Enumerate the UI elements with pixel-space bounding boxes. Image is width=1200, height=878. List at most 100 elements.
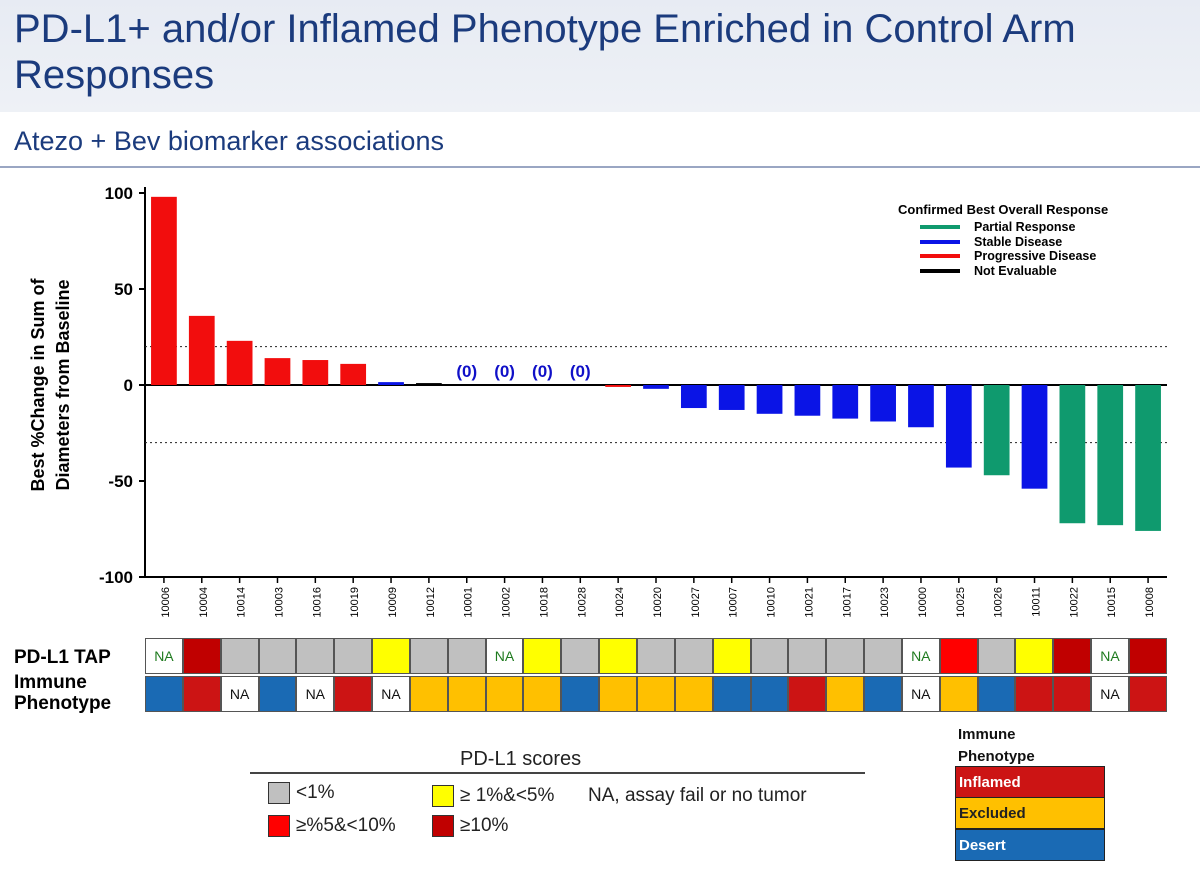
bar-10000	[908, 385, 934, 428]
immune-cell	[788, 676, 827, 712]
subtitle-divider	[0, 166, 1200, 168]
immune-cell	[712, 676, 751, 712]
immune-cell	[409, 676, 448, 712]
x-tick-label: 10028	[576, 587, 588, 618]
x-tick-label: 10024	[614, 587, 626, 618]
y-tick-label: 0	[124, 376, 133, 395]
immune-cell: NA	[220, 676, 259, 712]
legend-label: Progressive Disease	[974, 249, 1097, 263]
pdl1-cell	[826, 638, 865, 674]
x-tick-label: 10019	[349, 587, 361, 618]
x-tick-label: 10010	[766, 587, 778, 618]
slide-title: PD-L1+ and/or Inflamed Phenotype Enriche…	[14, 7, 1076, 97]
header-band: PD-L1+ and/or Inflamed Phenotype Enriche…	[0, 0, 1200, 112]
legend-swatch	[920, 268, 960, 273]
x-tick-label: 10002	[501, 587, 513, 618]
pdl1-legend-5to10: ≥%5&<10%	[268, 815, 396, 837]
immune-legend-inflamed: Inflamed	[955, 766, 1105, 798]
bar-10007	[718, 385, 745, 410]
bar-10027	[680, 385, 707, 409]
immune-cell	[864, 676, 902, 712]
legend-box	[268, 815, 290, 837]
bar-10023	[870, 385, 896, 422]
bar-10006	[151, 196, 177, 385]
pdl1-legend-rule	[250, 772, 865, 774]
pdl1-cell	[523, 638, 562, 674]
pdl1-cell	[220, 638, 259, 674]
bar-10020	[643, 385, 669, 389]
legend-label: Stable Disease	[974, 234, 1063, 249]
waterfall-chart: 100 50 0 -50 -100 Best %Change in Sum of Diame…	[28, 184, 1167, 618]
pdl1-legend-lt1: <1%	[268, 782, 335, 804]
pdl1-cell	[372, 638, 410, 674]
zero-label: (0)	[532, 362, 553, 381]
pdl1-cell: NA	[1091, 638, 1129, 674]
legend-text: ≥10%	[460, 815, 509, 836]
x-tick-label: 10014	[236, 587, 248, 618]
x-tick-label: 10025	[955, 587, 967, 618]
legend-text: ≥%5&<10%	[296, 815, 396, 836]
pdl1-cell: NA	[485, 638, 524, 674]
x-tick-label: 10009	[387, 587, 399, 618]
immune-row-label-1: Immune	[14, 672, 87, 693]
zero-label: (0)	[570, 362, 591, 381]
pdl1-cell	[977, 638, 1016, 674]
pdl1-cell	[1053, 638, 1092, 674]
bar-10011	[1021, 385, 1048, 489]
x-tick-label: 10021	[803, 587, 815, 618]
pdl1-cell	[864, 638, 902, 674]
pdl1-cell	[1128, 638, 1167, 674]
y-axis-label: Diameters from Baseline	[53, 279, 73, 490]
pdl1-cell	[599, 638, 637, 674]
x-tick-label: 10016	[311, 587, 323, 618]
pdl1-row-label: PD-L1 TAP	[14, 647, 111, 668]
immune-cell: NA	[372, 676, 410, 712]
pdl1-cell	[561, 638, 600, 674]
legend-label: Partial Response	[974, 220, 1076, 234]
pdl1-cell	[636, 638, 675, 674]
immune-strip: NA NA NA NA NA	[145, 676, 1167, 712]
x-tick-label: 10020	[652, 587, 664, 618]
legend-box	[432, 785, 454, 807]
zero-label: (0)	[494, 362, 515, 381]
legend-swatch	[920, 239, 960, 244]
immune-cell	[1015, 676, 1054, 712]
legend-text: <1%	[296, 782, 335, 803]
immune-cell	[674, 676, 713, 712]
immune-cell	[636, 676, 675, 712]
immune-cell	[523, 676, 562, 712]
zero-label: (0)	[456, 362, 477, 381]
pdl1-cell: NA	[901, 638, 940, 674]
pdl1-cell: NA	[145, 638, 183, 674]
pdl1-cell	[447, 638, 486, 674]
immune-cell	[826, 676, 865, 712]
legend-text: ≥ 1%&<5%	[460, 785, 555, 806]
legend-box	[268, 782, 290, 804]
immune-cell	[750, 676, 789, 712]
bar-10016	[302, 360, 329, 385]
pdl1-strip: NA NA NA NA	[145, 638, 1167, 674]
legend-entry-partial-response: Partial Response	[898, 220, 1108, 235]
bar-10024	[605, 385, 632, 387]
pdl1-cell	[296, 638, 335, 674]
x-tick-label: 10003	[273, 587, 285, 618]
bar-10026	[983, 385, 1010, 476]
immune-cell	[1128, 676, 1167, 712]
legend-entry-progressive-disease: Progressive Disease	[898, 249, 1108, 264]
pdl1-legend-na-note: NA, assay fail or no tumor	[588, 785, 807, 806]
legend-label: Not Evaluable	[974, 263, 1057, 278]
immune-cell: NA	[296, 676, 335, 712]
pdl1-cell	[1015, 638, 1054, 674]
bar-10022	[1059, 385, 1086, 524]
x-tick-label: 10011	[1031, 587, 1043, 617]
y-tick-label: -100	[99, 568, 133, 587]
bar-10017	[832, 385, 859, 419]
response-legend: Confirmed Best Overall Response Partial …	[898, 202, 1108, 278]
x-tick-label: 10023	[879, 587, 891, 618]
bar-10014	[226, 340, 253, 385]
immune-cell	[939, 676, 978, 712]
pdl1-cell	[674, 638, 713, 674]
y-tick-label: 50	[114, 280, 133, 299]
x-tick-label: 10027	[690, 587, 702, 618]
immune-cell	[977, 676, 1016, 712]
